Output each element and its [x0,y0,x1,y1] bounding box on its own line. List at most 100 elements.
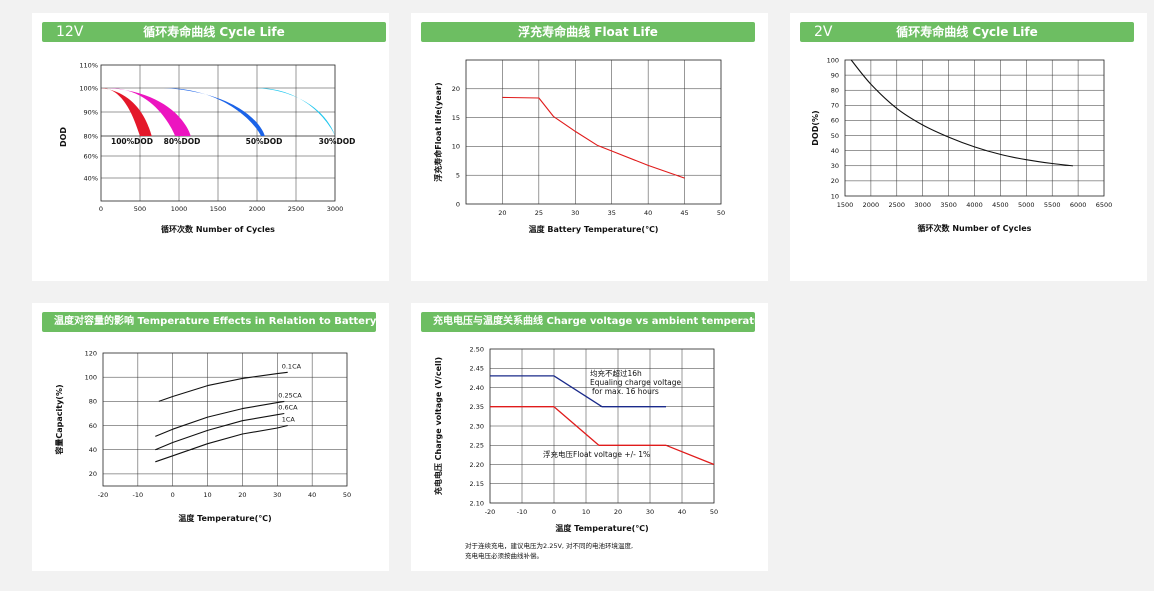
x-tick-label: 10 [582,508,590,516]
y-axis-label: DOD(%) [811,110,820,145]
y-tick-label: 2.30 [470,422,484,430]
y-tick-label: 2.15 [470,480,484,488]
dod-band [108,88,191,136]
x-tick-label: 20 [614,508,622,516]
y-tick-label: 20 [831,177,839,185]
y-tick-label: 10 [831,192,839,200]
equalizing-label-line-3: for max. 16 hours [592,387,659,396]
x-tick-label: 5000 [1018,201,1035,209]
y-tick-label: 100 [827,56,839,64]
x-tick-label: 5500 [1044,201,1061,209]
y-tick-label: 20 [89,470,97,478]
float-voltage-line [490,406,715,466]
x-tick-label: 20 [238,491,246,499]
x-tick-label: 40 [678,508,686,516]
y-axis-label: DOD [59,127,68,147]
temperature-effects-panel: 温度对容量的影响 Temperature Effects in Relation… [32,303,389,571]
y-tick-label: 100 [85,373,97,381]
y-tick-label: 60 [89,422,97,430]
y-tick-label: 5 [456,172,460,180]
x-tick-label: 2000 [249,205,266,213]
x-tick-label: 10 [203,491,211,499]
y-tick-label: 90 [831,71,839,79]
charge-voltage-chart: -20 -10 0 10 20 30 40 50 2.10 2.15 2.20 2.25 2.30 2.3… [433,345,718,533]
x-axis-label: 温度 Battery Temperature(℃) [529,224,659,234]
series-label: 50%DOD [246,137,283,146]
x-tick-label: 0 [171,491,175,499]
float-life-panel: 浮充寿命曲线 Float Life 20 25 30 35 40 45 50 0 5 10 15 20… [411,13,768,281]
y-tick-label: 120 [85,349,97,357]
dod-band [101,88,152,136]
plot-frame [102,352,348,487]
float-life-chart: 20 25 30 35 40 45 50 0 5 10 15 20 温度 Battery Tempera… [433,59,725,234]
dod-band [163,88,265,136]
x-tick-label: 40 [308,491,316,499]
series-label: 100%DOD [111,137,153,146]
series-label: 0.6CA [278,403,298,411]
y-tick-label: 100% [79,84,98,92]
voltage-label: 12V [56,24,84,40]
panel-header: 2V 循环寿命曲线 Cycle Life [800,22,1134,42]
equalizing-label-line-2: Equaling charge voltage [590,378,682,387]
equalizing-voltage-line [490,375,666,408]
charge-voltage-panel: 充电电压与温度关系曲线 Charge voltage vs ambient te… [411,303,768,571]
y-tick-label: 20 [452,85,460,93]
x-tick-label: 50 [710,508,718,516]
y-tick-label: 40 [831,147,839,155]
panel-title: 充电电压与温度关系曲线 Charge voltage vs ambient te… [433,316,755,327]
x-tick-label: 2500 [889,201,906,209]
x-tick-label: 6500 [1096,201,1113,209]
x-tick-label: 0 [99,205,103,213]
panel-header: 充电电压与温度关系曲线 Charge voltage vs ambient te… [421,312,755,332]
float-life-line [502,96,685,179]
x-tick-label: 30 [571,209,579,217]
y-tick-label: 80% [84,132,98,140]
x-tick-label: -20 [98,491,109,499]
x-tick-label: 25 [535,209,543,217]
y-tick-label: 15 [452,114,460,122]
x-tick-label: -20 [485,508,496,516]
x-tick-label: 4500 [992,201,1009,209]
x-tick-label: 2000 [863,201,880,209]
series-label: 0.1CA [282,362,302,370]
y-axis-label: 充电电压 Charge voltage (V/cell) [433,357,443,495]
x-axis-label: 循环次数 Number of Cycles [160,224,275,234]
y-tick-label: 50 [831,132,839,140]
y-tick-label: 40 [89,446,97,454]
x-tick-label: 0 [552,508,556,516]
y-tick-label: 10 [452,143,460,151]
plot-frame [465,59,722,205]
x-tick-label: 6000 [1070,201,1087,209]
x-tick-label: -10 [133,491,144,499]
x-axis-label: 温度 Temperature(℃) [555,523,648,533]
x-tick-label: 30 [646,508,654,516]
y-tick-label: 70 [831,102,839,110]
y-tick-label: 90% [84,108,98,116]
x-tick-label: 3000 [327,205,344,213]
y-tick-label: 60% [84,152,98,160]
series-label: 0.25CA [278,391,302,399]
y-tick-label: 2.35 [470,403,484,411]
float-voltage-label: 浮充电压Float voltage +/- 1% [543,449,650,459]
x-tick-label: 20 [498,209,506,217]
x-tick-label: 4000 [966,201,983,209]
x-tick-label: 50 [343,491,351,499]
x-tick-label: 35 [608,209,616,217]
x-tick-label: 1500 [210,205,227,213]
capacity-curve [155,400,285,437]
panel-header: 温度对容量的影响 Temperature Effects in Relation… [42,312,376,332]
voltage-label: 2V [814,24,833,40]
cycle-life-12v-chart: 110% 100% 90% 80% 60% 40% 0 500 1000 1500 2000 2500… [59,61,356,234]
y-tick-label: 2.20 [470,461,484,469]
y-tick-label: 80 [831,87,839,95]
series-label: 30%DOD [319,137,356,146]
panel-title: 浮充寿命曲线 Float Life [518,25,658,39]
capacity-curve [158,371,288,402]
y-axis-label: 容量Capacity(%) [54,384,64,455]
cycle-life-2v-chart: 1500 2000 2500 3000 3500 4000 4500 5000 5500 6000… [811,56,1113,233]
capacity-curve [155,424,288,463]
y-tick-label: 2.25 [470,442,484,450]
series-label: 1CA [282,416,296,424]
x-tick-label: 1500 [837,201,854,209]
cycle-life-12v-panel: 12V 循环寿命曲线 Cycle Life 110% 100% 90% 80% 60% 4… [32,13,389,281]
